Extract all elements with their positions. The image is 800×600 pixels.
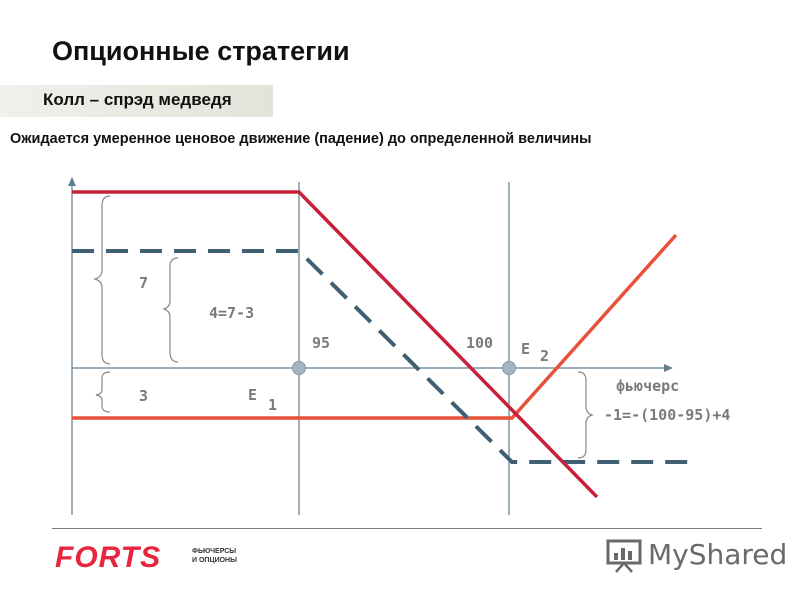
label-premium-received: 7: [139, 274, 148, 292]
y-axis-arrow: [68, 177, 76, 186]
long-call-line: [72, 233, 678, 420]
label-x-axis: фьючерс: [616, 377, 679, 395]
strike2-marker: [502, 361, 516, 375]
forts-caption-line2: И ОПЦИОНЫ: [192, 557, 237, 564]
label-strike2: 100: [466, 334, 493, 352]
label-e2-index: 2: [540, 347, 549, 365]
spread-dashed-line: [72, 249, 696, 464]
presentation-icon: [606, 539, 642, 573]
brace-net-loss: [577, 371, 594, 459]
subtitle-band: Колл – спрэд медведя: [0, 85, 273, 117]
label-net-loss: -1=-(100-95)+4: [604, 406, 730, 424]
slide-title: Опционные стратегии: [52, 36, 350, 66]
footer-divider: [52, 528, 762, 529]
brace-premium-paid: [95, 371, 111, 413]
short-call-line: [72, 190, 599, 499]
forts-logo-caption: ФЬЮЧЕРСЫ И ОПЦИОНЫ: [192, 547, 252, 565]
x-axis-arrow: [664, 364, 673, 372]
label-e2-letter: E: [521, 340, 530, 358]
strategy-description: Ожидается умеренное ценовое движение (па…: [10, 131, 592, 147]
label-strike1: 95: [312, 334, 330, 352]
subtitle-text: Колл – спрэд медведя: [43, 90, 232, 109]
brace-premium-received: [92, 195, 111, 365]
label-premium-paid: 3: [139, 387, 148, 405]
forts-caption-line1: ФЬЮЧЕРСЫ: [192, 548, 237, 555]
label-e1-letter: E: [248, 386, 257, 404]
brace-net-credit: [162, 257, 179, 363]
forts-logo-text: FORTS: [55, 541, 162, 574]
label-net-credit: 4=7-3: [209, 304, 254, 322]
myshared-text: MyShared: [648, 538, 788, 571]
label-e1-index: 1: [268, 396, 277, 414]
strike1-marker: [292, 361, 306, 375]
